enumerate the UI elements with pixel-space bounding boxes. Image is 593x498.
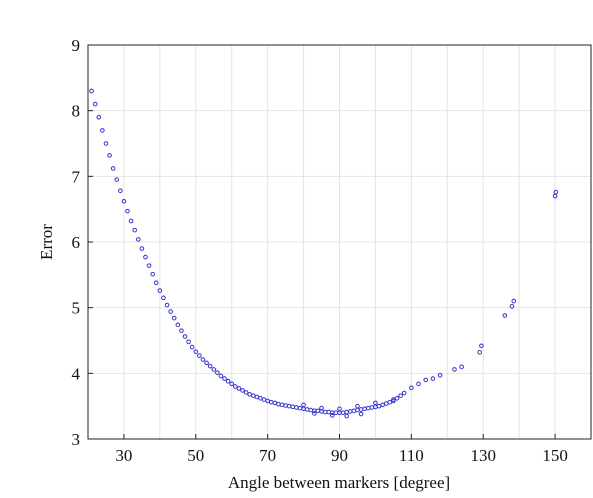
data-point (391, 397, 396, 402)
data-point (100, 128, 105, 133)
data-point (229, 381, 235, 387)
data-point (110, 166, 116, 171)
data-point (107, 153, 112, 158)
data-point (197, 353, 202, 358)
data-point (103, 141, 109, 146)
data-point (164, 302, 170, 308)
data-point (139, 246, 145, 251)
data-point (168, 309, 173, 314)
data-point (459, 364, 464, 370)
data-point (240, 388, 245, 393)
data-point (477, 350, 482, 355)
data-point (479, 343, 484, 349)
data-point (243, 390, 249, 395)
data-points (89, 88, 559, 419)
data-point (157, 288, 163, 293)
data-point (319, 405, 324, 411)
x-tick-label: 50 (187, 446, 204, 465)
x-tick-label: 30 (115, 446, 132, 465)
data-point (96, 114, 102, 120)
data-point (236, 386, 242, 391)
data-point (330, 413, 335, 418)
x-tick-label: 150 (542, 446, 568, 465)
data-point (225, 378, 231, 384)
data-point (189, 344, 195, 350)
data-point (153, 280, 159, 286)
data-point (430, 376, 436, 381)
data-point (179, 328, 184, 333)
data-point (511, 298, 517, 304)
data-point (161, 295, 166, 301)
data-point (502, 313, 508, 318)
data-point (398, 393, 403, 398)
data-point (114, 177, 120, 182)
data-point (146, 263, 152, 268)
x-tick-label: 90 (331, 446, 348, 465)
data-point (132, 227, 138, 233)
data-point (150, 271, 155, 277)
y-tick-label: 7 (72, 167, 81, 186)
data-point (301, 402, 306, 408)
data-point (182, 334, 188, 339)
data-point (553, 189, 559, 195)
data-point (143, 254, 148, 260)
y-axis-title: Error (37, 224, 56, 260)
axis-ticks: 30 50 70 90 110 130 150 3 4 5 6 7 8 9 (72, 36, 568, 465)
y-tick-label: 3 (72, 430, 81, 449)
data-point (373, 400, 378, 406)
data-point (118, 188, 123, 194)
data-point (222, 376, 227, 381)
data-point (312, 411, 317, 416)
data-point (401, 390, 407, 396)
y-tick-label: 6 (72, 233, 81, 252)
data-point (437, 373, 443, 378)
data-point (200, 357, 206, 362)
data-point (337, 406, 342, 412)
data-point (128, 218, 134, 224)
y-tick-label: 8 (72, 102, 81, 121)
data-point (207, 363, 213, 369)
x-tick-label: 110 (399, 446, 424, 465)
data-point (121, 198, 127, 204)
data-point (423, 377, 429, 383)
data-point (136, 237, 141, 242)
data-point (509, 304, 515, 309)
data-point (233, 384, 238, 389)
data-point (416, 381, 421, 387)
data-point (204, 360, 209, 366)
data-point (125, 208, 130, 214)
data-point (452, 367, 457, 372)
data-point (193, 349, 199, 354)
y-tick-label: 9 (72, 36, 81, 55)
x-tick-label: 130 (470, 446, 496, 465)
data-point (186, 339, 191, 345)
data-point (211, 367, 217, 372)
data-point (175, 322, 181, 328)
data-point (409, 385, 414, 391)
y-tick-label: 5 (72, 299, 81, 318)
data-point (171, 315, 177, 321)
data-point (358, 411, 364, 417)
data-point (218, 373, 224, 379)
data-point (215, 370, 220, 375)
y-tick-label: 4 (72, 364, 81, 383)
x-axis-title: Angle between markers [degree] (228, 473, 450, 492)
x-tick-label: 70 (259, 446, 276, 465)
data-point (344, 413, 349, 419)
data-point (92, 101, 98, 107)
data-point (355, 403, 360, 409)
data-point (89, 88, 94, 94)
